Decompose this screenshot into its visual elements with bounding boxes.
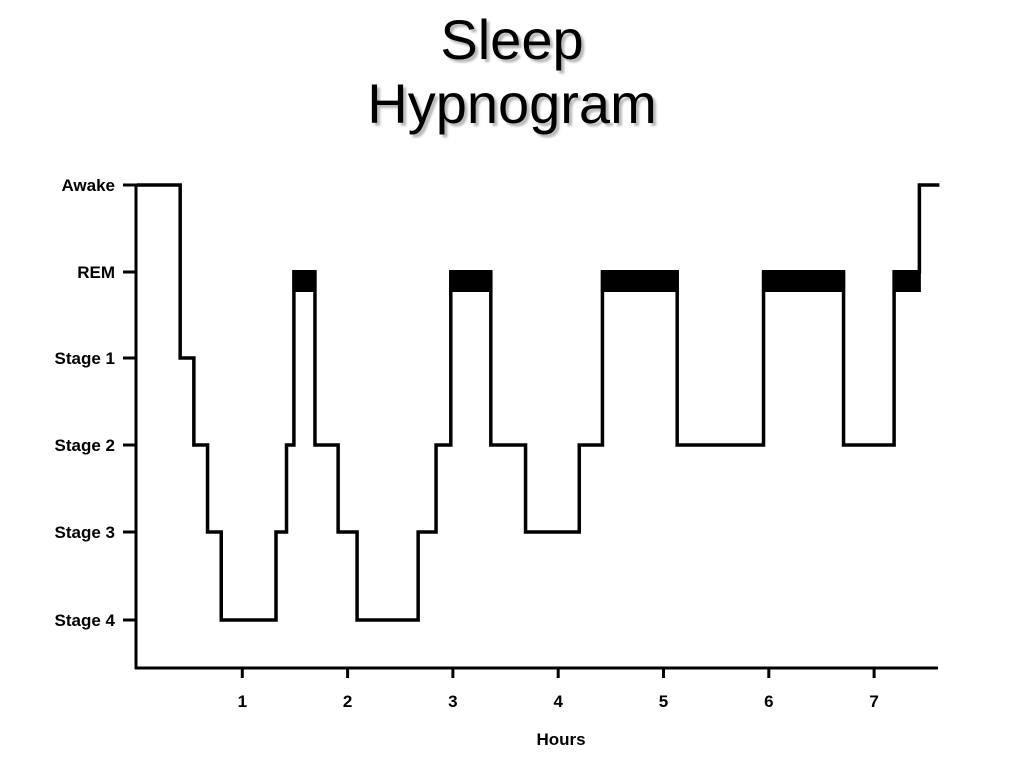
- y-tick-label: Awake: [61, 176, 115, 195]
- y-tick-label: Stage 1: [55, 349, 115, 368]
- x-tick-label: 1: [238, 692, 247, 711]
- x-tick-label: 7: [869, 692, 878, 711]
- x-tick-label: 4: [553, 692, 563, 711]
- title-line-1: Sleep: [440, 8, 584, 71]
- y-tick-label: Stage 3: [55, 523, 115, 542]
- x-axis-title: Hours: [536, 730, 585, 749]
- x-axis-labels: 1 2 3 4 5 6 7: [238, 692, 879, 711]
- x-tick-label: 2: [343, 692, 352, 711]
- chart-title: Sleep Hypnogram: [0, 8, 1024, 136]
- rem-bar: [449, 270, 493, 292]
- sleep-stage-step-line: [137, 183, 940, 622]
- y-tick-label: Stage 2: [55, 436, 115, 455]
- rem-bar: [600, 270, 679, 292]
- chart-axes: [123, 183, 938, 678]
- title-line-2: Hypnogram: [367, 72, 657, 135]
- y-axis-labels: Awake REM Stage 1 Stage 2 Stage 3 Stage 4: [55, 176, 116, 630]
- rem-bar: [762, 270, 846, 292]
- x-tick-label: 3: [448, 692, 457, 711]
- y-tick-label: Stage 4: [55, 611, 116, 630]
- rem-bar: [292, 270, 317, 292]
- x-tick-label: 5: [659, 692, 668, 711]
- rem-bars: [292, 270, 921, 292]
- y-tick-label: REM: [77, 263, 115, 282]
- x-tick-label: 6: [764, 692, 773, 711]
- rem-bar: [892, 270, 921, 292]
